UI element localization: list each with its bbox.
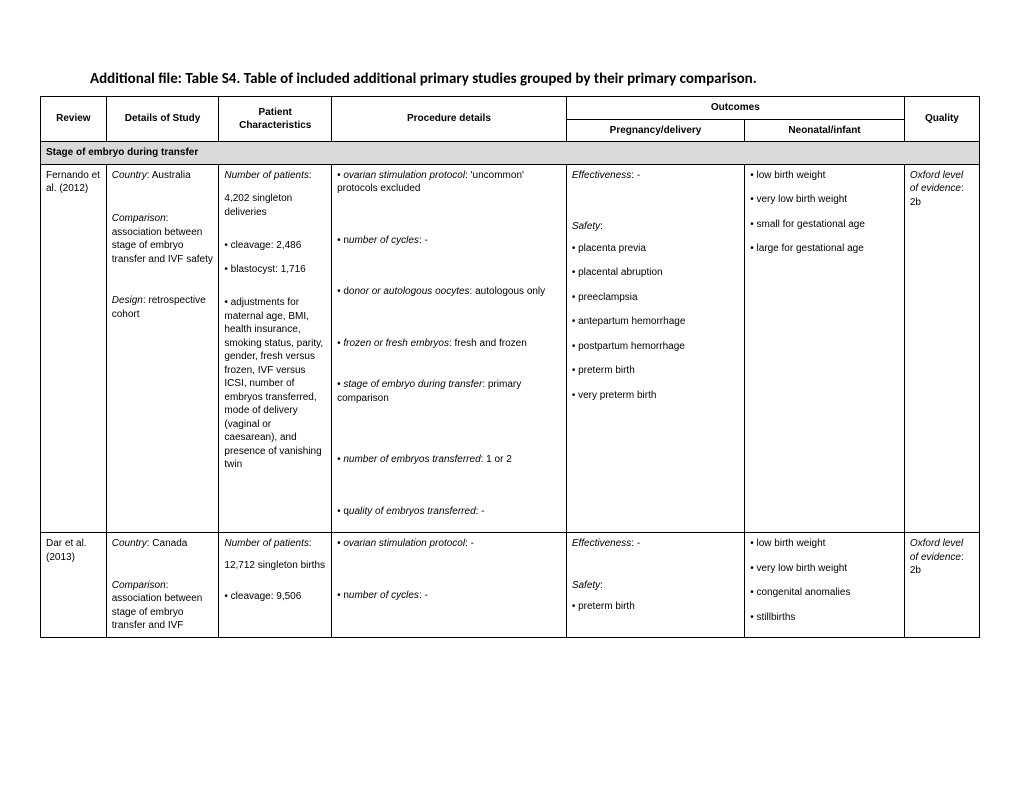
cell-procedure: • ovarian stimulation protocol: - • numb…	[332, 533, 567, 638]
value: • adjustments for maternal age, BMI, hea…	[224, 296, 326, 472]
cell-review: Dar et al. (2013)	[41, 533, 107, 638]
cell-details: Country: Canada Comparison: association …	[106, 533, 219, 638]
label: umber of cycles	[349, 590, 419, 601]
value: • congenital anomalies	[750, 586, 899, 600]
value: : -	[476, 506, 485, 517]
col-pregnancy: Pregnancy/delivery	[566, 119, 744, 142]
value: • blastocyst: 1,716	[224, 263, 326, 277]
value: • cleavage: 2,486	[224, 239, 326, 253]
cell-quality: Oxford level of evidence: 2b	[904, 164, 979, 533]
value: • low birth weight	[750, 169, 899, 183]
value: • preeclampsia	[572, 291, 739, 305]
label: onor or autologous oocytes	[349, 286, 470, 297]
cell-quality: Oxford level of evidence: 2b	[904, 533, 979, 638]
col-details: Details of Study	[106, 97, 219, 142]
value: : 1 or 2	[481, 454, 512, 465]
cell-pregnancy: Effectiveness: - Safety: • preterm birth	[566, 533, 744, 638]
value: • preterm birth	[572, 364, 739, 378]
col-outcomes: Outcomes	[566, 97, 904, 120]
cell-patient: Number of patients: 12,712 singleton bir…	[219, 533, 332, 638]
label: ovarian stimulation protocol	[343, 170, 465, 181]
label: Number of patients	[224, 538, 309, 549]
value: : -	[419, 590, 428, 601]
label: frozen or fresh embryos	[343, 338, 449, 349]
value: :	[309, 170, 312, 181]
value: • postpartum hemorrhage	[572, 340, 739, 354]
value: • very low birth weight	[750, 193, 899, 207]
value: :	[309, 538, 312, 549]
value: • preterm birth	[572, 600, 739, 614]
value: • placental abruption	[572, 266, 739, 280]
col-neonatal: Neonatal/infant	[745, 119, 905, 142]
cell-review: Fernando et al. (2012)	[41, 164, 107, 533]
value: • large for gestational age	[750, 242, 899, 256]
cell-procedure: • ovarian stimulation protocol: 'uncommo…	[332, 164, 567, 533]
section-title: Stage of embryo during transfer	[41, 142, 980, 165]
label: Oxford level of evidence	[910, 538, 963, 563]
value: 4,202 singleton deliveries	[224, 192, 326, 219]
label: ovarian stimulation protocol	[343, 538, 465, 549]
label: Number of patients	[224, 170, 309, 181]
value: : -	[419, 235, 428, 246]
label: Effectiveness	[572, 538, 631, 549]
value: :	[600, 221, 603, 232]
value: : -	[631, 170, 640, 181]
label: Safety	[572, 221, 600, 232]
value: • very preterm birth	[572, 389, 739, 403]
label: Country	[112, 538, 147, 549]
value: • very low birth weight	[750, 562, 899, 576]
value: : fresh and frozen	[449, 338, 527, 349]
studies-table: Review Details of Study Patient Characte…	[40, 96, 980, 638]
page-title: Additional file: Table S4. Table of incl…	[90, 70, 980, 88]
label: Comparison	[112, 213, 166, 224]
section-header-row: Stage of embryo during transfer	[41, 142, 980, 165]
label: Comparison	[112, 580, 166, 591]
value: • stillbirths	[750, 611, 899, 625]
col-procedure: Procedure details	[332, 97, 567, 142]
label: umber of cycles	[349, 235, 419, 246]
cell-neonatal: • low birth weight • very low birth weig…	[745, 533, 905, 638]
label: Design	[112, 295, 143, 306]
cell-patient: Number of patients: 4,202 singleton deli…	[219, 164, 332, 533]
cell-details: Country: Australia Comparison: associati…	[106, 164, 219, 533]
label: number of embryos transferred	[343, 454, 480, 465]
value: : Canada	[147, 538, 188, 549]
value: • cleavage: 9,506	[224, 590, 326, 604]
cell-neonatal: • low birth weight • very low birth weig…	[745, 164, 905, 533]
col-quality: Quality	[904, 97, 979, 142]
value: • antepartum hemorrhage	[572, 315, 739, 329]
label: Country	[112, 170, 147, 181]
value: • placenta previa	[572, 242, 739, 256]
table-row: Dar et al. (2013) Country: Canada Compar…	[41, 533, 980, 638]
value: • small for gestational age	[750, 218, 899, 232]
value: : -	[465, 538, 474, 549]
value: 12,712 singleton births	[224, 559, 326, 573]
value: • low birth weight	[750, 537, 899, 551]
label: Oxford level of evidence	[910, 170, 963, 195]
col-patient: Patient Characteristics	[219, 97, 332, 142]
table-row: Fernando et al. (2012) Country: Australi…	[41, 164, 980, 533]
cell-pregnancy: Effectiveness: - Safety: • placenta prev…	[566, 164, 744, 533]
value: : -	[631, 538, 640, 549]
label: Effectiveness	[572, 170, 631, 181]
value: :	[600, 580, 603, 591]
label: Safety	[572, 580, 600, 591]
col-review: Review	[41, 97, 107, 142]
value: : autologous only	[470, 286, 546, 297]
value: : Australia	[147, 170, 191, 181]
label: stage of embryo during transfer	[343, 379, 482, 390]
label: uality of embryos transferred	[349, 506, 476, 517]
